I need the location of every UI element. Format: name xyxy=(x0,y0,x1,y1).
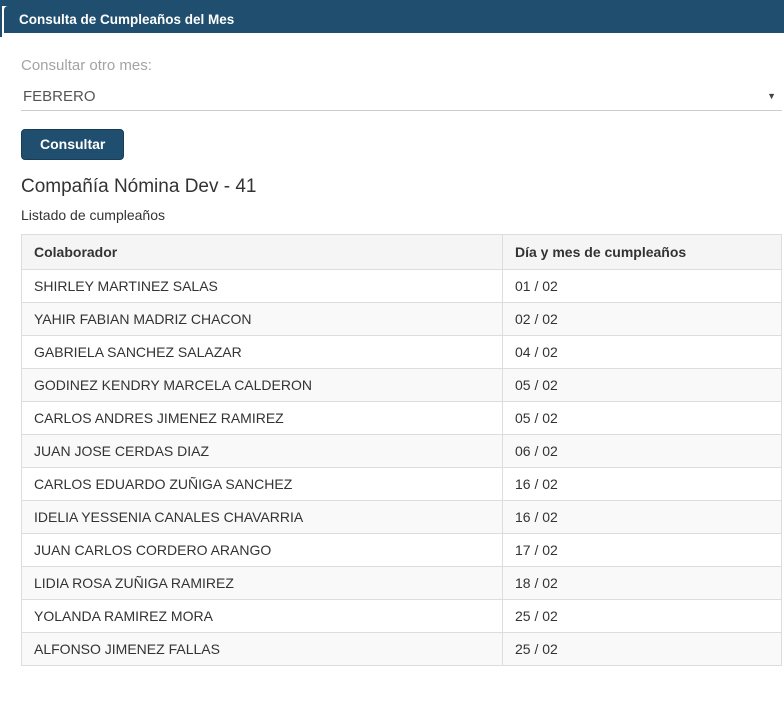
main-content: Consultar otro mes: FEBRERO ▼ Consultar … xyxy=(0,57,784,666)
fecha-cell: 16 / 02 xyxy=(502,467,782,501)
table-row: JUAN CARLOS CORDERO ARANGO 17 / 02 xyxy=(21,533,782,567)
colaborador-cell: JUAN JOSE CERDAS DIAZ xyxy=(21,434,503,468)
fecha-cell: 25 / 02 xyxy=(502,632,782,666)
colaborador-cell: LIDIA ROSA ZUÑIGA RAMIREZ xyxy=(21,566,503,600)
table-row: SHIRLEY MARTINEZ SALAS 01 / 02 xyxy=(21,269,782,303)
fecha-cell: 05 / 02 xyxy=(502,368,782,402)
column-header-fecha: Día y mes de cumpleaños xyxy=(502,234,782,270)
colaborador-cell: CARLOS EDUARDO ZUÑIGA SANCHEZ xyxy=(21,467,503,501)
birthdays-table: Colaborador Día y mes de cumpleaños SHIR… xyxy=(21,234,782,666)
table-header-row: Colaborador Día y mes de cumpleaños xyxy=(21,234,782,270)
month-select-label: Consultar otro mes: xyxy=(21,57,152,74)
fecha-cell: 01 / 02 xyxy=(502,269,782,303)
fecha-cell: 02 / 02 xyxy=(502,302,782,336)
colaborador-cell: JUAN CARLOS CORDERO ARANGO xyxy=(21,533,503,567)
colaborador-cell: GODINEZ KENDRY MARCELA CALDERON xyxy=(21,368,503,402)
panel-header: Consulta de Cumpleaños del Mes xyxy=(4,6,784,33)
consultar-button[interactable]: Consultar xyxy=(21,129,125,160)
column-header-colaborador: Colaborador xyxy=(21,234,503,270)
table-row: GABRIELA SANCHEZ SALAZAR 04 / 02 xyxy=(21,335,782,369)
table-row: YOLANDA RAMIREZ MORA 25 / 02 xyxy=(21,599,782,633)
left-accent-strip xyxy=(0,0,2,37)
month-select[interactable]: FEBRERO xyxy=(21,86,782,111)
colaborador-cell: YAHIR FABIAN MADRIZ CHACON xyxy=(21,302,503,336)
colaborador-cell: CARLOS ANDRES JIMENEZ RAMIREZ xyxy=(21,401,503,435)
table-row: ALFONSO JIMENEZ FALLAS 25 / 02 xyxy=(21,632,782,666)
fecha-cell: 17 / 02 xyxy=(502,533,782,567)
table-row: CARLOS EDUARDO ZUÑIGA SANCHEZ 16 / 02 xyxy=(21,467,782,501)
fecha-cell: 06 / 02 xyxy=(502,434,782,468)
table-row: IDELIA YESSENIA CANALES CHAVARRIA 16 / 0… xyxy=(21,500,782,534)
colaborador-cell: YOLANDA RAMIREZ MORA xyxy=(21,599,503,633)
table-row: LIDIA ROSA ZUÑIGA RAMIREZ 18 / 02 xyxy=(21,566,782,600)
birthday-list-subtitle: Listado de cumpleaños xyxy=(21,207,165,223)
fecha-cell: 16 / 02 xyxy=(502,500,782,534)
table-row: GODINEZ KENDRY MARCELA CALDERON 05 / 02 xyxy=(21,368,782,402)
colaborador-cell: IDELIA YESSENIA CANALES CHAVARRIA xyxy=(21,500,503,534)
colaborador-cell: ALFONSO JIMENEZ FALLAS xyxy=(21,632,503,666)
colaborador-cell: SHIRLEY MARTINEZ SALAS xyxy=(21,269,503,303)
top-accent-strip xyxy=(0,0,784,6)
month-select-wrap: FEBRERO ▼ xyxy=(21,86,782,111)
fecha-cell: 04 / 02 xyxy=(502,335,782,369)
colaborador-cell: GABRIELA SANCHEZ SALAZAR xyxy=(21,335,503,369)
table-row: CARLOS ANDRES JIMENEZ RAMIREZ 05 / 02 xyxy=(21,401,782,435)
fecha-cell: 25 / 02 xyxy=(502,599,782,633)
fecha-cell: 05 / 02 xyxy=(502,401,782,435)
table-row: JUAN JOSE CERDAS DIAZ 06 / 02 xyxy=(21,434,782,468)
company-title: Compañía Nómina Dev - 41 xyxy=(21,176,257,197)
fecha-cell: 18 / 02 xyxy=(502,566,782,600)
page-title: Consulta de Cumpleaños del Mes xyxy=(19,12,235,27)
table-row: YAHIR FABIAN MADRIZ CHACON 02 / 02 xyxy=(21,302,782,336)
